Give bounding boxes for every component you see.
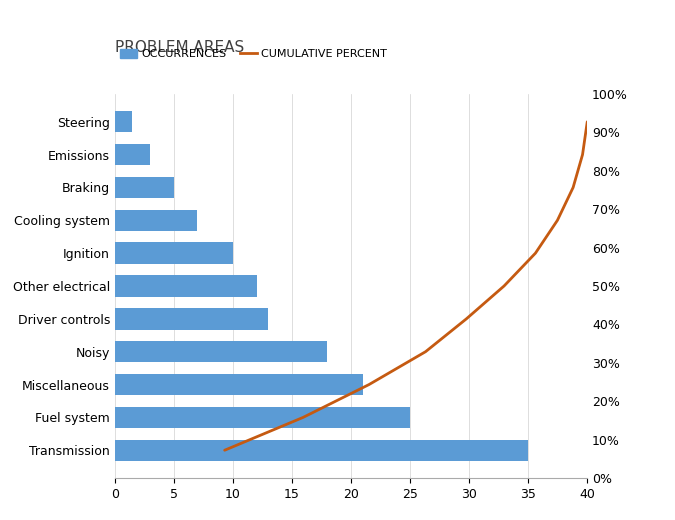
Bar <box>115 275 256 297</box>
Bar <box>115 341 327 362</box>
Bar <box>115 407 410 428</box>
Bar <box>115 242 233 264</box>
Bar <box>115 210 197 231</box>
Bar <box>115 111 132 133</box>
Bar <box>115 308 268 330</box>
Bar <box>115 374 363 395</box>
Text: PROBLEM AREAS: PROBLEM AREAS <box>115 40 244 55</box>
Bar <box>115 439 528 461</box>
Bar <box>115 144 150 165</box>
Legend: OCCURRENCES, CUMULATIVE PERCENT: OCCURRENCES, CUMULATIVE PERCENT <box>120 49 387 59</box>
Bar <box>115 177 174 198</box>
